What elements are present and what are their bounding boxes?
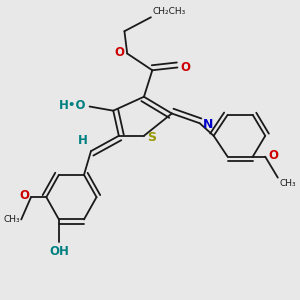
Text: H•O: H•O bbox=[59, 99, 87, 112]
Text: S: S bbox=[148, 131, 157, 144]
Text: H: H bbox=[78, 134, 88, 147]
Text: CH₂CH₃: CH₂CH₃ bbox=[152, 7, 186, 16]
Text: O: O bbox=[20, 189, 30, 202]
Text: O: O bbox=[180, 61, 190, 74]
Text: O: O bbox=[114, 46, 124, 59]
Text: CH₃: CH₃ bbox=[279, 179, 296, 188]
Text: O: O bbox=[268, 149, 278, 162]
Text: OH: OH bbox=[49, 244, 69, 258]
Text: CH₃: CH₃ bbox=[3, 215, 20, 224]
Text: N: N bbox=[202, 118, 213, 131]
